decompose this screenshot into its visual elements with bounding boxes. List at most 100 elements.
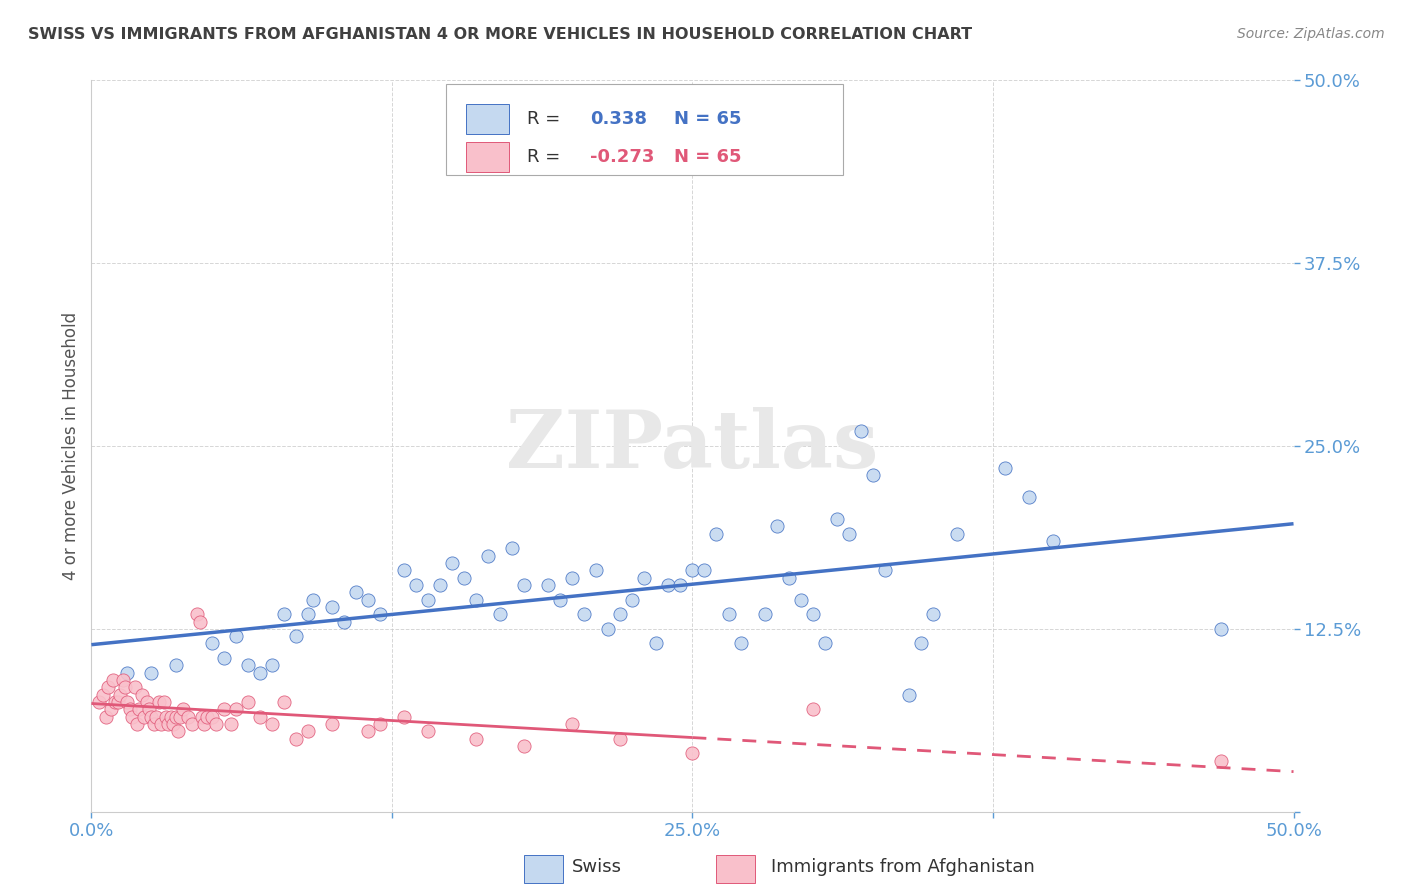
Point	[416, 724, 439, 739]
Text: R =: R =	[527, 148, 565, 166]
Point	[165, 709, 187, 723]
Point	[513, 578, 536, 592]
Point	[249, 709, 271, 723]
Point	[849, 425, 872, 439]
Point	[172, 702, 194, 716]
Point	[368, 607, 391, 622]
Point	[284, 731, 307, 746]
Point	[392, 563, 415, 577]
Point	[260, 717, 283, 731]
Point	[465, 592, 488, 607]
Point	[93, 688, 115, 702]
Text: N = 65: N = 65	[675, 148, 742, 166]
Point	[273, 607, 295, 622]
Point	[181, 717, 204, 731]
Point	[669, 578, 692, 592]
Point	[598, 622, 620, 636]
Point	[141, 665, 163, 680]
FancyBboxPatch shape	[446, 84, 842, 176]
Point	[561, 571, 583, 585]
Point	[922, 607, 945, 622]
Point	[155, 709, 177, 723]
Point	[138, 702, 160, 716]
Point	[453, 571, 475, 585]
Point	[273, 695, 295, 709]
Text: R =: R =	[527, 110, 571, 128]
Text: Source: ZipAtlas.com: Source: ZipAtlas.com	[1237, 27, 1385, 41]
Point	[561, 717, 583, 731]
Point	[910, 636, 932, 650]
Point	[946, 526, 969, 541]
Point	[838, 526, 860, 541]
Point	[778, 571, 800, 585]
Point	[225, 702, 247, 716]
FancyBboxPatch shape	[524, 855, 562, 883]
Point	[114, 681, 136, 695]
Point	[284, 629, 307, 643]
Point	[249, 665, 271, 680]
Text: Swiss: Swiss	[572, 857, 623, 876]
Point	[333, 615, 356, 629]
Point	[513, 739, 536, 753]
Text: ZIPatlas: ZIPatlas	[506, 407, 879, 485]
Point	[236, 695, 259, 709]
Point	[681, 563, 703, 577]
Point	[191, 709, 214, 723]
Point	[489, 607, 512, 622]
Point	[162, 717, 184, 731]
Point	[87, 695, 110, 709]
Point	[219, 717, 242, 731]
Point	[609, 731, 631, 746]
Point	[104, 695, 127, 709]
Point	[165, 658, 187, 673]
Point	[128, 702, 150, 716]
Point	[357, 592, 380, 607]
Point	[301, 592, 323, 607]
Point	[152, 695, 174, 709]
Point	[392, 709, 415, 723]
Point	[609, 607, 631, 622]
Point	[357, 724, 380, 739]
Point	[260, 658, 283, 673]
Point	[297, 724, 319, 739]
Point	[157, 717, 180, 731]
Point	[159, 709, 181, 723]
Point	[107, 695, 129, 709]
Point	[225, 629, 247, 643]
Point	[169, 709, 191, 723]
Point	[681, 746, 703, 760]
Point	[193, 717, 215, 731]
FancyBboxPatch shape	[467, 103, 509, 135]
Point	[368, 717, 391, 731]
Point	[117, 695, 139, 709]
Point	[1018, 490, 1040, 504]
Point	[657, 578, 679, 592]
Point	[1211, 622, 1233, 636]
Point	[141, 709, 163, 723]
Point	[142, 717, 165, 731]
Point	[1211, 754, 1233, 768]
Point	[201, 636, 224, 650]
Point	[100, 702, 122, 716]
Point	[124, 681, 146, 695]
Text: Immigrants from Afghanistan: Immigrants from Afghanistan	[770, 857, 1035, 876]
Point	[167, 724, 190, 739]
Point	[321, 599, 343, 614]
Point	[897, 688, 920, 702]
Point	[195, 709, 218, 723]
Point	[825, 512, 848, 526]
Point	[321, 717, 343, 731]
Point	[150, 717, 173, 731]
Point	[176, 709, 198, 723]
Point	[148, 695, 170, 709]
Point	[188, 615, 211, 629]
Point	[297, 607, 319, 622]
Point	[118, 702, 141, 716]
Point	[121, 709, 143, 723]
Point	[994, 461, 1017, 475]
Point	[754, 607, 776, 622]
Point	[145, 709, 167, 723]
Point	[548, 592, 571, 607]
Point	[645, 636, 668, 650]
Point	[706, 526, 728, 541]
